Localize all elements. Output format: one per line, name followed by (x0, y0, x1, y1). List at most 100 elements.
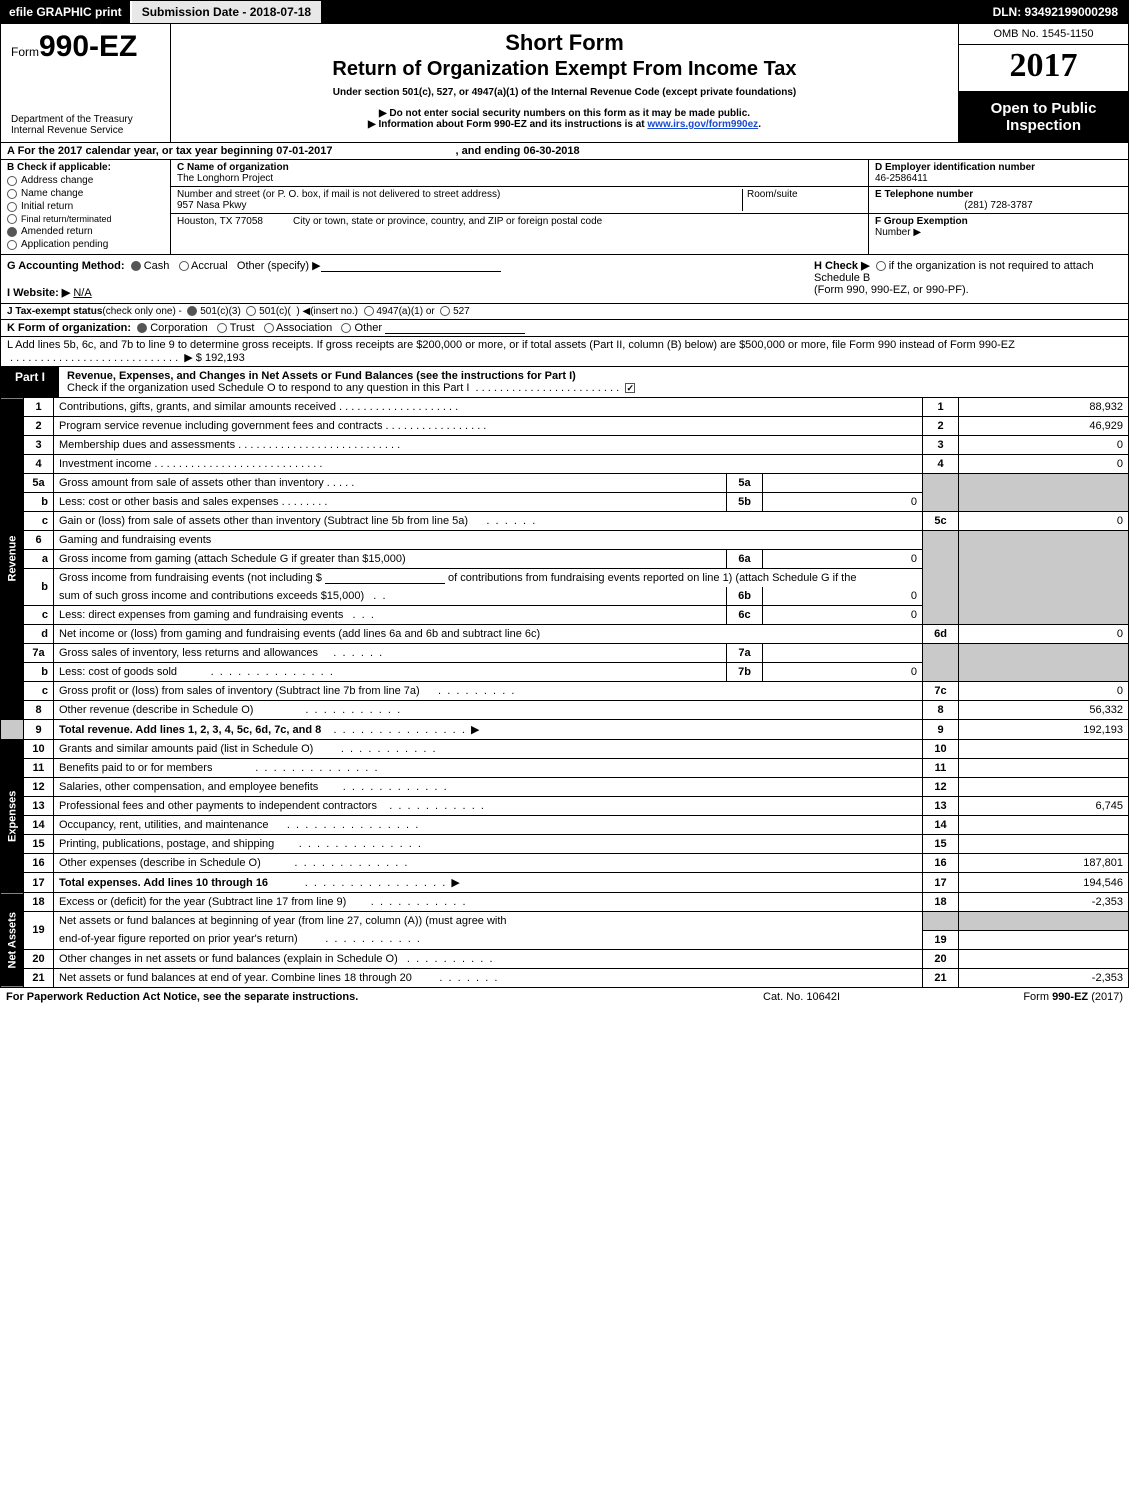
row-a-tax-year: A For the 2017 calendar year, or tax yea… (0, 143, 1129, 160)
e-label: E Telephone number (875, 189, 973, 200)
l18-desc: Excess or (deficit) for the year (Subtra… (59, 896, 346, 908)
l6c-subno: 6c (727, 606, 763, 625)
cb-application-pending[interactable] (7, 240, 17, 250)
rb-other-org[interactable] (341, 323, 351, 333)
line-6: 6 Gaming and fundraising events (1, 531, 1129, 550)
a-mid: , and ending (456, 145, 524, 157)
l6-desc: Gaming and fundraising events (54, 531, 923, 550)
lbl-name-change: Name change (21, 188, 83, 199)
l11-num: 11 (923, 759, 959, 778)
l6b-desc-c: sum of such gross income and contributio… (59, 590, 364, 602)
rb-accrual[interactable] (179, 261, 189, 271)
form-prefix: Form (11, 45, 39, 59)
l5c-val: 0 (959, 512, 1129, 531)
l3-val: 0 (959, 436, 1129, 455)
line-9: 9 Total revenue. Add lines 1, 2, 3, 4, 5… (1, 720, 1129, 740)
l6a-desc: Gross income from gaming (attach Schedul… (54, 550, 727, 569)
cb-final-return[interactable] (7, 214, 17, 224)
l6b-blank[interactable] (325, 573, 445, 584)
l7b-subno: 7b (727, 663, 763, 682)
rb-h-check[interactable] (876, 261, 886, 271)
side-rev-end (1, 720, 24, 740)
l11-desc: Benefits paid to or for members (59, 762, 212, 774)
rb-501c[interactable] (246, 306, 256, 316)
row-k: K Form of organization: Corporation Trus… (0, 320, 1129, 337)
l-text: L Add lines 5b, 6c, and 7b to line 9 to … (7, 339, 1015, 351)
cb-initial-return[interactable] (7, 202, 17, 212)
cb-amended-return[interactable] (7, 227, 17, 237)
l7a-no: 7a (24, 644, 54, 663)
l1-val: 88,932 (959, 398, 1129, 417)
l7a-subno: 7a (727, 644, 763, 663)
l2-no: 2 (24, 417, 54, 436)
form990ez-link[interactable]: www.irs.gov/form990ez (647, 119, 758, 130)
footer-rc: (2017) (1088, 991, 1123, 1003)
k-label: K Form of organization: (7, 322, 131, 334)
l7b-no: b (24, 663, 54, 682)
l6a-no: a (24, 550, 54, 569)
main-title: Return of Organization Exempt From Incom… (177, 58, 952, 81)
l13-val: 6,745 (959, 797, 1129, 816)
h-pre: H Check ▶ (814, 260, 870, 272)
footer: For Paperwork Reduction Act Notice, see … (0, 988, 1129, 1006)
part1-tab: Part I (1, 367, 59, 397)
rb-cash[interactable] (131, 261, 141, 271)
dept-irs: Internal Revenue Service (11, 125, 164, 136)
footer-ra: Form (1023, 991, 1052, 1003)
l15-val (959, 835, 1129, 854)
l6-valcol (959, 531, 1129, 625)
rb-527[interactable] (440, 306, 450, 316)
line-14: 14 Occupancy, rent, utilities, and maint… (1, 816, 1129, 835)
note-ssn: ▶ Do not enter social security numbers o… (177, 108, 952, 119)
d-label: D Employer identification number (875, 162, 1035, 173)
cb-address-change[interactable] (7, 176, 17, 186)
side-revenue: Revenue (1, 398, 24, 720)
l16-val: 187,801 (959, 854, 1129, 873)
line-7c: c Gross profit or (loss) from sales of i… (1, 682, 1129, 701)
j-label: J Tax-exempt status (7, 306, 102, 317)
l19-numcol-grey (923, 912, 959, 931)
other-specify-input[interactable] (321, 261, 501, 272)
cb-name-change[interactable] (7, 189, 17, 199)
submission-date: Submission Date - 2018-07-18 (132, 1, 322, 23)
efile-print-button[interactable]: efile GRAPHIC print (1, 1, 132, 23)
part1-title: Revenue, Expenses, and Changes in Net As… (67, 370, 576, 382)
line-8: 8 Other revenue (describe in Schedule O)… (1, 701, 1129, 720)
open-line2: Inspection (963, 117, 1124, 134)
l5b-desc: Less: cost or other basis and sales expe… (59, 496, 279, 508)
rb-corporation[interactable] (137, 323, 147, 333)
l21-desc: Net assets or fund balances at end of ye… (59, 972, 412, 984)
l18-num: 18 (923, 893, 959, 912)
subtitle: Under section 501(c), 527, or 4947(a)(1)… (177, 87, 952, 98)
lbl-cash: Cash (144, 260, 170, 272)
part1-check-line: Check if the organization used Schedule … (67, 382, 469, 394)
rb-501c3[interactable] (187, 306, 197, 316)
f-label: F Group Exemption (875, 216, 968, 227)
open-to-public: Open to Public Inspection (959, 92, 1128, 142)
l5c-num: 5c (923, 512, 959, 531)
other-org-input[interactable] (385, 323, 525, 334)
l5ab-valcol (959, 474, 1129, 512)
form-number-big: 990-EZ (39, 30, 137, 63)
l16-desc: Other expenses (describe in Schedule O) (59, 857, 261, 869)
l21-val: -2,353 (959, 968, 1129, 987)
l6-numcol (923, 531, 959, 625)
h-sub: (Form 990, 990-EZ, or 990-PF). (814, 284, 1122, 296)
rb-association[interactable] (264, 323, 274, 333)
line-10: Expenses 10 Grants and similar amounts p… (1, 740, 1129, 759)
rb-trust[interactable] (217, 323, 227, 333)
l21-no: 21 (24, 968, 54, 987)
lbl-association: Association (276, 322, 332, 334)
l9-desc: Total revenue. Add lines 1, 2, 3, 4, 5c,… (59, 724, 321, 736)
line-2: 2 Program service revenue including gove… (1, 417, 1129, 436)
row-gh: G Accounting Method: Cash Accrual Other … (0, 255, 1129, 304)
l20-num: 20 (923, 949, 959, 968)
rb-4947[interactable] (364, 306, 374, 316)
a-end: 06-30-2018 (523, 145, 579, 157)
l17-num: 17 (923, 873, 959, 893)
line-19-a: 19 Net assets or fund balances at beginn… (1, 912, 1129, 931)
row-l: L Add lines 5b, 6c, and 7b to line 9 to … (0, 337, 1129, 367)
cb-schedule-o[interactable] (625, 383, 635, 393)
l19-valcol-grey (959, 912, 1129, 931)
l2-val: 46,929 (959, 417, 1129, 436)
